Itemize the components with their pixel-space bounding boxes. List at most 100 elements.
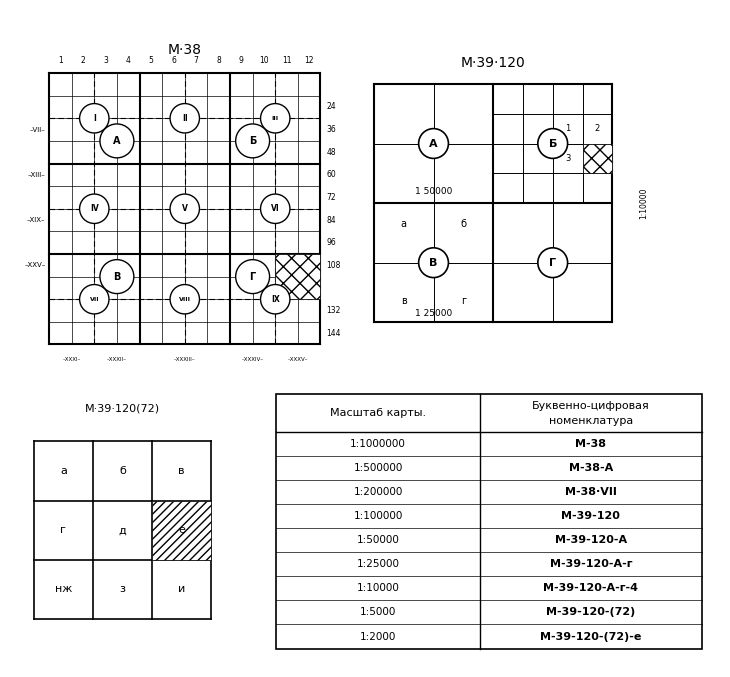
Text: 6: 6 <box>171 56 176 65</box>
Circle shape <box>170 104 199 133</box>
Text: 2: 2 <box>595 124 600 133</box>
Text: 11: 11 <box>282 56 291 65</box>
Circle shape <box>236 260 269 294</box>
Text: 3: 3 <box>565 154 570 163</box>
Text: 1:1000000: 1:1000000 <box>350 439 406 449</box>
Text: II: II <box>182 114 188 123</box>
Circle shape <box>418 248 448 278</box>
Text: а: а <box>60 466 66 476</box>
Text: 108: 108 <box>326 261 340 270</box>
Text: Б: Б <box>249 136 256 146</box>
Text: V: V <box>182 204 188 213</box>
Text: VI: VI <box>271 204 280 213</box>
Text: 84: 84 <box>326 215 336 225</box>
Text: 1:500000: 1:500000 <box>353 463 403 473</box>
Circle shape <box>261 194 290 223</box>
Circle shape <box>418 129 448 158</box>
Text: з: з <box>120 584 126 594</box>
Circle shape <box>261 284 290 314</box>
Text: 1:2000: 1:2000 <box>360 632 396 642</box>
Circle shape <box>170 194 199 223</box>
Text: VII: VII <box>90 297 99 302</box>
Text: IV: IV <box>90 204 99 213</box>
Text: –XIII–: –XIII– <box>28 172 46 178</box>
Circle shape <box>100 260 134 294</box>
Text: Буквенно-цифровая: Буквенно-цифровая <box>532 401 650 411</box>
Text: I: I <box>93 114 96 123</box>
Circle shape <box>538 129 568 158</box>
Text: В: В <box>429 258 438 267</box>
Text: 4: 4 <box>126 56 131 65</box>
Text: M-39-120: M-39-120 <box>561 511 620 521</box>
Text: б: б <box>460 219 466 229</box>
Text: M-39-120-A: M-39-120-A <box>555 536 627 545</box>
Text: –XXV–: –XXV– <box>24 262 46 268</box>
Text: M-39-120-(72)-е: M-39-120-(72)-е <box>540 632 642 642</box>
Text: 1 50000: 1 50000 <box>415 187 452 196</box>
Text: 1:25000: 1:25000 <box>357 559 400 569</box>
Text: 72: 72 <box>326 193 336 202</box>
Text: M·39·120: M·39·120 <box>461 56 526 70</box>
Text: 1 25000: 1 25000 <box>415 309 452 318</box>
Text: M·39·120(72): M·39·120(72) <box>85 404 160 414</box>
Text: 1:10000: 1:10000 <box>639 188 648 219</box>
Text: е: е <box>178 525 185 535</box>
Text: Масштаб карты.: Масштаб карты. <box>330 408 426 418</box>
Text: Г: Г <box>549 258 556 267</box>
Circle shape <box>538 248 568 278</box>
Text: A: A <box>113 136 120 146</box>
Text: б: б <box>119 466 126 476</box>
Text: 7: 7 <box>193 56 199 65</box>
Circle shape <box>80 104 109 133</box>
Text: 36: 36 <box>326 125 336 134</box>
Text: –XXXI–: –XXXI– <box>63 357 81 362</box>
Text: –XXXII–: –XXXII– <box>107 357 127 362</box>
Text: 132: 132 <box>326 306 340 315</box>
Text: в: в <box>401 297 407 307</box>
Text: 1:10000: 1:10000 <box>357 584 399 593</box>
Text: А: А <box>429 139 438 148</box>
Text: M-39-120-A-г: M-39-120-A-г <box>550 559 632 569</box>
Circle shape <box>236 124 269 158</box>
Circle shape <box>80 194 109 223</box>
Circle shape <box>80 284 109 314</box>
Text: 9: 9 <box>239 56 244 65</box>
Text: 1: 1 <box>58 56 63 65</box>
Circle shape <box>100 124 134 158</box>
Text: 5: 5 <box>148 56 153 65</box>
Text: M-39-120-(72): M-39-120-(72) <box>546 607 636 617</box>
Text: 1:50000: 1:50000 <box>357 536 399 545</box>
Text: г: г <box>61 525 66 535</box>
Text: д: д <box>119 525 126 535</box>
Text: а: а <box>401 219 407 229</box>
Text: нж: нж <box>55 584 72 594</box>
Text: 1: 1 <box>565 124 570 133</box>
Text: 10: 10 <box>259 56 269 65</box>
Text: 1:100000: 1:100000 <box>353 511 403 521</box>
Text: –XIX–: –XIX– <box>27 217 46 223</box>
Text: 1:5000: 1:5000 <box>360 607 396 617</box>
Text: M-39-120-A-г-4: M-39-120-A-г-4 <box>543 584 639 593</box>
Text: 1:200000: 1:200000 <box>353 487 403 497</box>
Bar <box>275 254 320 299</box>
Text: M-38·VII: M-38·VII <box>565 487 617 497</box>
Circle shape <box>170 284 199 314</box>
Text: –XXXV–: –XXXV– <box>288 357 308 362</box>
Text: В: В <box>113 271 120 282</box>
Text: 8: 8 <box>216 56 221 65</box>
Text: M-38: M-38 <box>575 439 607 449</box>
Text: г: г <box>461 297 466 307</box>
Text: IX: IX <box>271 294 280 304</box>
Text: в: в <box>178 466 185 476</box>
Text: 3: 3 <box>103 56 108 65</box>
Bar <box>583 144 612 173</box>
Circle shape <box>261 104 290 133</box>
Text: 96: 96 <box>326 238 336 247</box>
Text: 24: 24 <box>326 102 336 112</box>
Text: 144: 144 <box>326 328 341 338</box>
Text: VIII: VIII <box>179 297 191 302</box>
Text: M·38: M·38 <box>168 43 201 58</box>
Text: M-38-A: M-38-A <box>569 463 613 473</box>
Text: –VII–: –VII– <box>30 127 46 133</box>
Text: Б: Б <box>548 139 557 148</box>
